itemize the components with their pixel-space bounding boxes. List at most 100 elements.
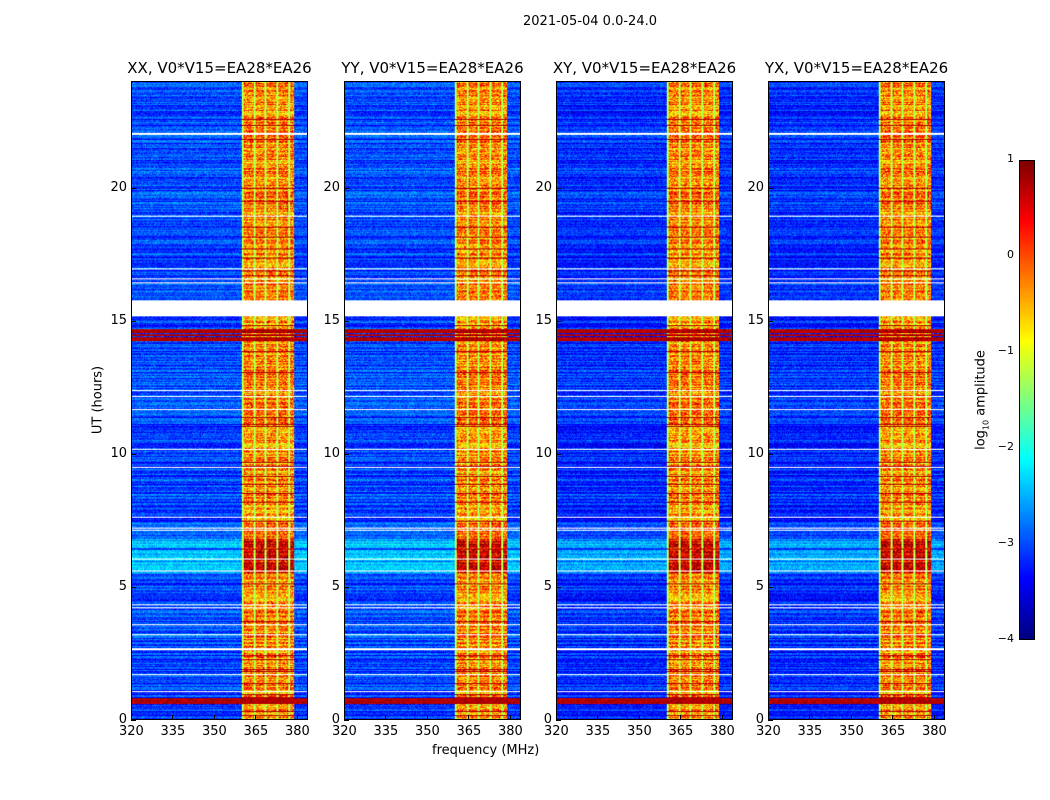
x-tick-mark: [933, 715, 935, 720]
y-tick-label: 10: [535, 445, 552, 461]
y-tick-mark: [556, 720, 561, 721]
x-tick-label: 350: [201, 724, 227, 739]
x-tick-mark: [344, 715, 345, 720]
y-tick-label: 10: [323, 445, 340, 461]
colorbar-tick-label: 0: [1007, 248, 1014, 261]
colorbar-tick-label: −4: [997, 632, 1014, 645]
x-tick-mark: [721, 715, 723, 720]
x-tick-label: 365: [880, 724, 906, 739]
x-tick-label: 380: [709, 724, 735, 739]
y-tick-mark: [556, 320, 561, 322]
x-tick-label: 320: [544, 724, 569, 739]
y-tick-label: 0: [543, 712, 552, 727]
x-tick-label: 365: [668, 724, 694, 739]
y-tick-mark: [768, 320, 773, 322]
y-tick-label: 20: [747, 179, 764, 195]
panel-title: XY, V0*V15=EA28*EA26: [552, 59, 737, 77]
x-tick-label: 335: [797, 724, 823, 739]
y-tick-mark: [131, 320, 136, 322]
x-tick-mark: [509, 715, 511, 720]
x-tick-label: 320: [756, 724, 781, 739]
y-tick-label: 15: [323, 312, 340, 328]
y-tick-label: 5: [118, 578, 127, 594]
y-tick-label: 5: [543, 578, 552, 594]
y-tick-mark: [131, 586, 136, 588]
y-tick-label: 20: [110, 179, 127, 195]
heatmap-image: [557, 82, 732, 719]
heatmap-panel-3: [768, 81, 945, 720]
x-tick-mark: [426, 715, 428, 720]
y-tick-label: 5: [331, 578, 340, 594]
y-tick-mark: [556, 187, 561, 189]
x-tick-label: 335: [585, 724, 611, 739]
x-tick-label: 335: [160, 724, 186, 739]
x-tick-mark: [556, 715, 557, 720]
x-tick-mark: [296, 715, 298, 720]
y-tick-mark: [344, 720, 349, 721]
x-tick-label: 335: [373, 724, 399, 739]
heatmap-panel-0: [131, 81, 308, 720]
x-tick-mark: [680, 715, 682, 720]
y-tick-label: 15: [110, 312, 127, 328]
x-tick-label: 365: [243, 724, 269, 739]
x-tick-mark: [172, 715, 174, 720]
y-tick-mark: [344, 187, 349, 189]
x-tick-label: 350: [414, 724, 440, 739]
y-tick-mark: [344, 586, 349, 588]
colorbar-tick-label: 1: [1007, 152, 1014, 165]
x-tick-label: 320: [119, 724, 144, 739]
y-tick-mark: [768, 187, 773, 189]
x-tick-mark: [809, 715, 811, 720]
y-tick-label: 20: [323, 179, 340, 195]
y-tick-mark: [768, 720, 773, 721]
colorbar: [1019, 160, 1035, 640]
y-tick-mark: [131, 453, 136, 455]
y-tick-label: 20: [535, 179, 552, 195]
heatmap-panel-2: [556, 81, 733, 720]
x-tick-label: 380: [284, 724, 310, 739]
x-tick-mark: [638, 715, 640, 720]
x-tick-mark: [385, 715, 387, 720]
y-tick-mark: [344, 320, 349, 322]
x-tick-mark: [892, 715, 894, 720]
y-tick-label: 0: [331, 712, 340, 727]
y-tick-mark: [131, 720, 136, 721]
x-tick-mark: [468, 715, 470, 720]
panel-title: YY, V0*V15=EA28*EA26: [341, 59, 524, 77]
panel-title: XX, V0*V15=EA28*EA26: [127, 59, 312, 77]
x-tick-mark: [768, 715, 769, 720]
heatmap-image: [769, 82, 944, 719]
heatmap-panel-1: [344, 81, 521, 720]
x-tick-label: 350: [838, 724, 864, 739]
y-axis-label: UT (hours): [90, 365, 106, 435]
y-tick-label: 10: [110, 445, 127, 461]
y-tick-label: 15: [747, 312, 764, 328]
x-tick-mark: [213, 715, 215, 720]
colorbar-tick-label: −3: [997, 536, 1014, 549]
y-tick-mark: [768, 586, 773, 588]
x-tick-label: 365: [456, 724, 482, 739]
y-tick-label: 10: [747, 445, 764, 461]
x-tick-label: 380: [921, 724, 947, 739]
x-tick-label: 380: [497, 724, 523, 739]
x-tick-mark: [850, 715, 852, 720]
x-tick-mark: [597, 715, 599, 720]
colorbar-tick-label: −1: [997, 344, 1014, 357]
x-tick-mark: [131, 715, 132, 720]
y-tick-mark: [131, 187, 136, 189]
x-axis-label: frequency (MHz): [432, 743, 540, 758]
y-tick-mark: [556, 586, 561, 588]
heatmap-image: [345, 82, 520, 719]
y-tick-label: 0: [118, 712, 127, 727]
y-tick-label: 5: [755, 578, 764, 594]
y-tick-label: 0: [755, 712, 764, 727]
heatmap-image: [132, 82, 307, 719]
colorbar-label: log10 amplitude: [973, 350, 991, 450]
y-tick-mark: [768, 453, 773, 455]
x-tick-mark: [255, 715, 257, 720]
y-tick-label: 15: [535, 312, 552, 328]
panel-title: YX, V0*V15=EA28*EA26: [764, 59, 949, 77]
y-tick-mark: [556, 453, 561, 455]
colorbar-tick-label: −2: [997, 440, 1014, 453]
